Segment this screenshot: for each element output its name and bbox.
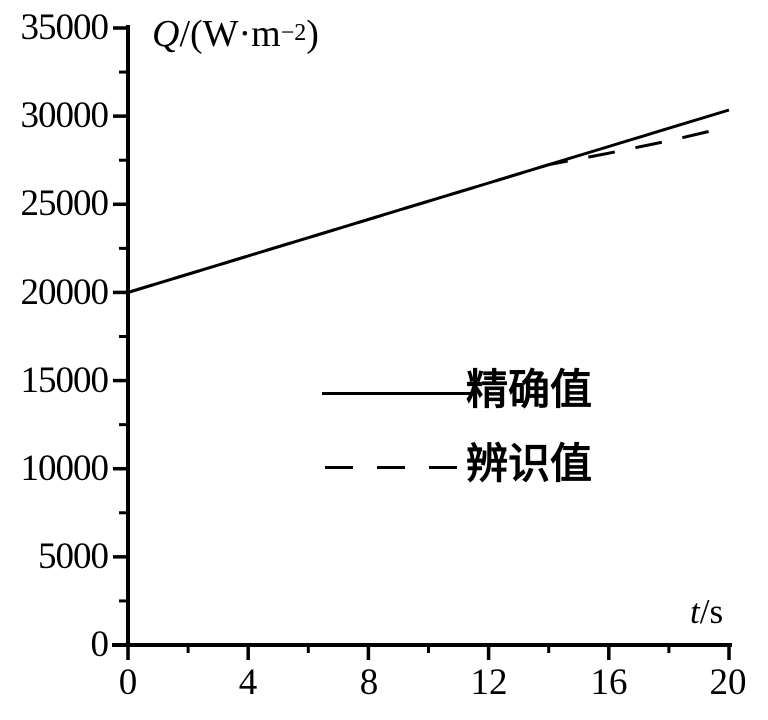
x-axis-quantity: t — [690, 592, 700, 631]
y-tick-label: 10000 — [20, 448, 110, 489]
x-tick-label: 20 — [709, 662, 747, 703]
x-tick-label: 4 — [238, 662, 258, 703]
x-axis-unit: /s — [699, 592, 724, 631]
y-tick-label: 0 — [90, 624, 110, 665]
x-tick-label: 16 — [590, 662, 628, 703]
y-tick-label: 5000 — [38, 536, 109, 577]
legend-dashed-line-sample — [325, 466, 457, 469]
x-tick-label: 12 — [470, 662, 508, 703]
y-axis-unit-exponent: −2 — [280, 20, 307, 46]
y-tick-label: 25000 — [20, 183, 110, 224]
y-tick-label: 30000 — [20, 95, 110, 136]
y-tick-label: 35000 — [20, 7, 110, 48]
y-axis-label: Q/(W·m−2) — [152, 12, 319, 56]
legend-label-identified: 辨识值 — [466, 442, 593, 488]
y-tick-label: 15000 — [20, 360, 110, 401]
y-tick-label: 20000 — [20, 272, 110, 313]
y-axis-unit-close: ) — [306, 13, 319, 55]
legend-label-exact: 精确值 — [466, 368, 593, 414]
y-axis-unit-open: /(W·m — [179, 13, 281, 55]
x-tick-label: 8 — [359, 662, 379, 703]
legend-solid-line-sample — [322, 392, 475, 395]
x-axis-label: t/s — [690, 592, 723, 632]
x-tick-label: 0 — [118, 662, 138, 703]
y-axis-quantity: Q — [152, 13, 180, 55]
series-identified-dashed — [127, 125, 730, 294]
